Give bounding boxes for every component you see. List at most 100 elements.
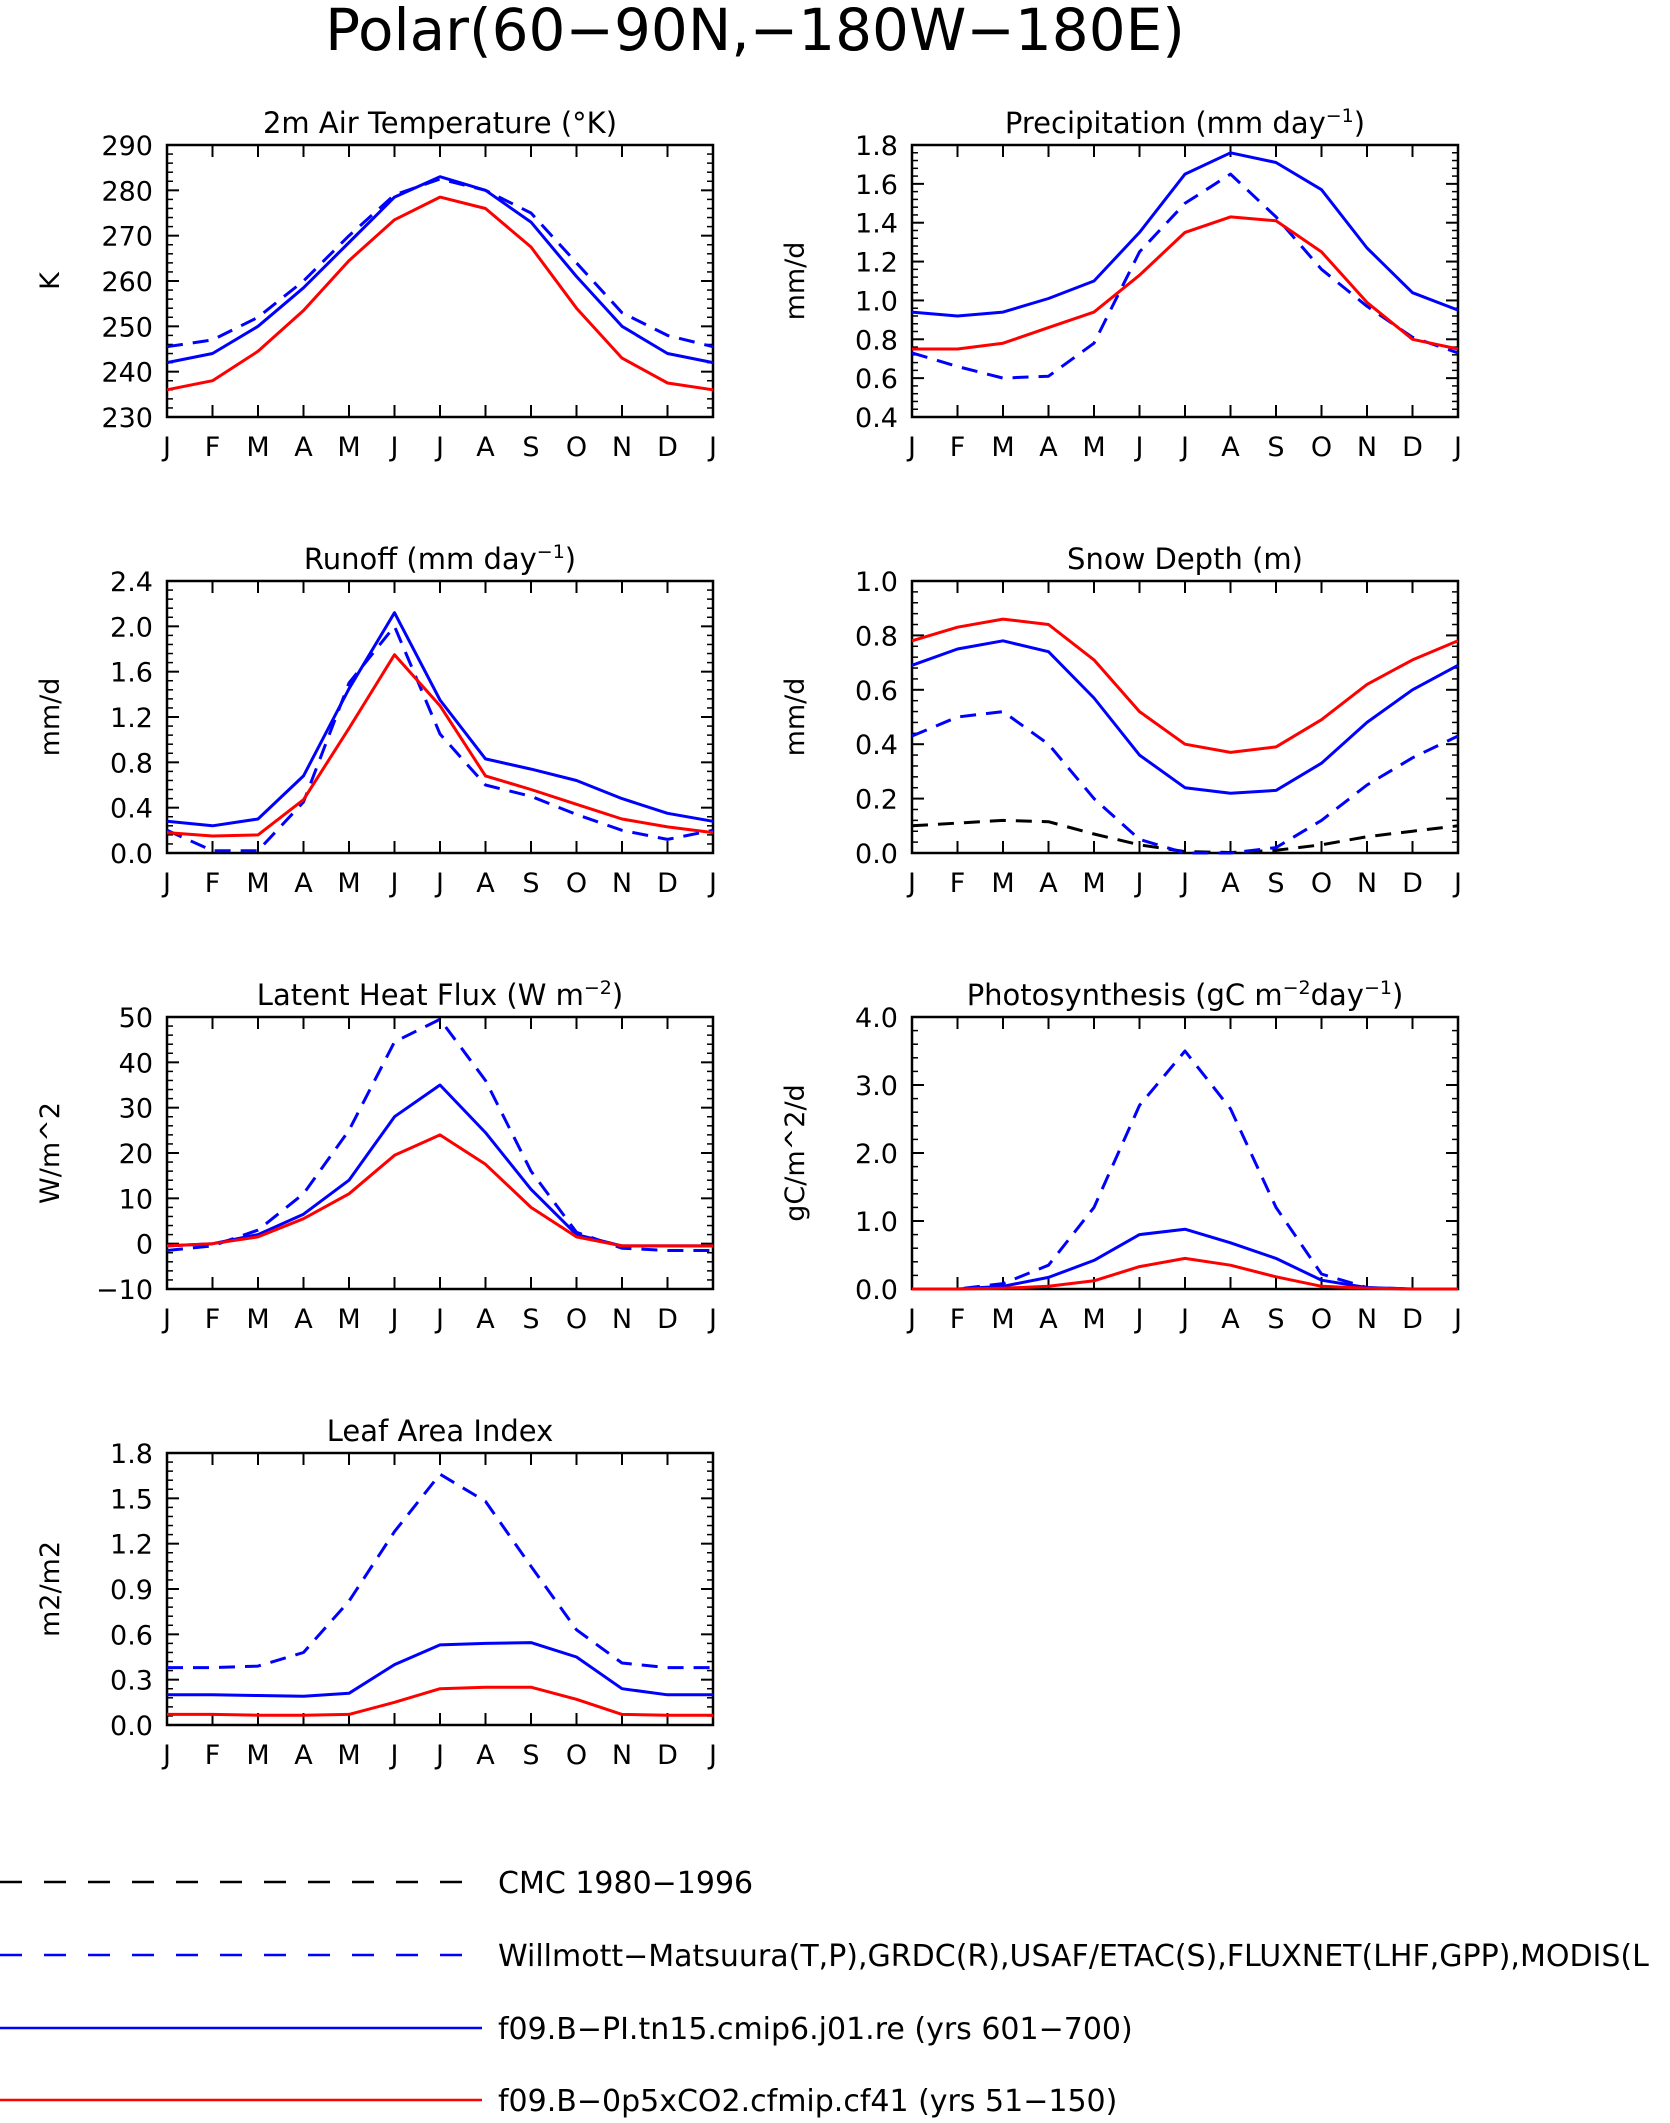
y-tick-label: 1.6 bbox=[110, 658, 153, 689]
x-tick-label: J bbox=[1452, 432, 1462, 463]
x-tick-label: M bbox=[337, 868, 360, 899]
x-tick-label: D bbox=[657, 868, 678, 899]
x-tick-label: N bbox=[612, 1304, 632, 1335]
x-tick-label: M bbox=[1082, 432, 1105, 463]
y-tick-label: 20 bbox=[119, 1139, 153, 1170]
x-tick-label: M bbox=[246, 1740, 269, 1771]
series-line-pi bbox=[167, 1641, 713, 1698]
plot-frame bbox=[165, 579, 715, 855]
y-tick-label: 250 bbox=[101, 312, 153, 343]
y-tick-label: 0.8 bbox=[855, 621, 898, 652]
series-line-cfmip bbox=[166, 1133, 713, 1248]
x-tick-label: A bbox=[1039, 432, 1058, 463]
series-line-pi bbox=[911, 639, 1459, 795]
y-axis-label: mm/d bbox=[35, 678, 66, 757]
x-tick-label: A bbox=[1221, 432, 1240, 463]
y-tick-label: 10 bbox=[119, 1184, 153, 1215]
x-tick-label: J bbox=[161, 1740, 171, 1771]
y-tick-label: 1.0 bbox=[855, 286, 898, 317]
series-line-pi bbox=[911, 151, 1459, 318]
plot-frame bbox=[165, 1451, 715, 1727]
plot-frame bbox=[910, 1015, 1460, 1291]
x-tick-label: J bbox=[161, 1304, 171, 1335]
y-tick-label: 0.3 bbox=[110, 1666, 153, 1697]
y-tick-label: 290 bbox=[101, 131, 153, 162]
y-tick-label: 280 bbox=[101, 176, 153, 207]
y-tick-label: −10 bbox=[96, 1275, 153, 1306]
y-tick-label: 0.4 bbox=[110, 794, 153, 825]
series-line-pi bbox=[166, 175, 714, 365]
y-axis-label: m2/m2 bbox=[35, 1541, 66, 1637]
y-tick-label: 0.6 bbox=[855, 676, 898, 707]
y-tick-label: 2.0 bbox=[855, 1139, 898, 1170]
x-tick-label: O bbox=[566, 1304, 587, 1335]
x-tick-label: J bbox=[906, 1304, 916, 1335]
y-tick-label: 1.6 bbox=[855, 170, 898, 201]
x-tick-label: M bbox=[246, 432, 269, 463]
chart-title: Runoff (mm day−1) bbox=[304, 541, 576, 576]
x-tick-label: S bbox=[1267, 868, 1284, 899]
x-tick-label: A bbox=[294, 1740, 313, 1771]
series-line-pi bbox=[166, 1083, 713, 1248]
x-tick-label: N bbox=[612, 868, 632, 899]
series-line-obs bbox=[166, 1017, 713, 1252]
x-tick-label: F bbox=[205, 1740, 221, 1771]
y-tick-label: 3.0 bbox=[855, 1071, 898, 1102]
x-tick-label: O bbox=[566, 868, 587, 899]
x-tick-label: N bbox=[612, 432, 632, 463]
x-tick-label: F bbox=[950, 1304, 966, 1335]
chart-title: Leaf Area Index bbox=[327, 1414, 553, 1448]
x-tick-label: O bbox=[566, 1740, 587, 1771]
y-tick-label: 1.8 bbox=[110, 1439, 153, 1470]
x-tick-label: A bbox=[476, 1740, 495, 1771]
x-tick-label: M bbox=[1082, 1304, 1105, 1335]
y-tick-label: 30 bbox=[119, 1094, 153, 1125]
y-tick-label: 1.2 bbox=[855, 248, 898, 279]
series-line-obs bbox=[911, 172, 1459, 380]
x-tick-label: S bbox=[522, 1304, 539, 1335]
x-tick-label: J bbox=[707, 868, 717, 899]
chart-title: Photosynthesis (gC m−2day−1) bbox=[967, 977, 1404, 1012]
x-tick-label: D bbox=[1402, 868, 1423, 899]
x-tick-label: M bbox=[991, 868, 1014, 899]
y-tick-label: 2.0 bbox=[110, 612, 153, 643]
x-tick-label: F bbox=[950, 432, 966, 463]
x-tick-label: S bbox=[522, 868, 539, 899]
y-tick-label: 0.6 bbox=[855, 364, 898, 395]
x-tick-label: S bbox=[1267, 1304, 1284, 1335]
x-tick-label: F bbox=[205, 1304, 221, 1335]
chart-panel-1: J F M A M J J A S O N D J0.40.60.81.01.21.41.61.8Pre… bbox=[780, 105, 1462, 463]
x-tick-label: N bbox=[1357, 1304, 1377, 1335]
chart-panel-2: J F M A M J J A S O N D J0.00.40.81.21.62.02.4Runoff… bbox=[35, 541, 717, 899]
series-line-cfmip bbox=[912, 1256, 1458, 1291]
y-tick-label: 0.0 bbox=[855, 839, 898, 870]
y-tick-label: 0.0 bbox=[110, 839, 153, 870]
x-tick-label: J bbox=[1452, 868, 1462, 899]
x-tick-label: J bbox=[434, 432, 444, 463]
x-tick-label: D bbox=[657, 1740, 678, 1771]
series-line-obs bbox=[911, 710, 1459, 855]
x-tick-label: O bbox=[1311, 432, 1332, 463]
x-tick-label: A bbox=[1221, 1304, 1240, 1335]
series-line-cfmip bbox=[166, 653, 714, 838]
y-tick-label: 260 bbox=[101, 267, 153, 298]
x-tick-label: M bbox=[246, 868, 269, 899]
y-tick-label: 0.2 bbox=[855, 785, 898, 816]
x-tick-label: J bbox=[389, 1740, 399, 1771]
x-tick-label: J bbox=[389, 868, 399, 899]
x-tick-label: J bbox=[1134, 432, 1144, 463]
series-line-cmc bbox=[911, 818, 1459, 854]
x-tick-label: A bbox=[476, 432, 495, 463]
x-tick-label: J bbox=[1179, 432, 1189, 463]
y-axis-label: gC/m^2/d bbox=[780, 1084, 811, 1221]
x-tick-label: M bbox=[246, 1304, 269, 1335]
y-tick-label: 0.9 bbox=[110, 1575, 153, 1606]
x-tick-label: J bbox=[1134, 1304, 1144, 1335]
y-tick-label: 1.2 bbox=[110, 1530, 153, 1561]
y-tick-label: 1.4 bbox=[855, 209, 898, 240]
x-tick-label: D bbox=[1402, 432, 1423, 463]
figure-title: Polar(60−90N,−180W−180E) bbox=[325, 0, 1185, 64]
y-tick-label: 0.4 bbox=[855, 403, 898, 434]
